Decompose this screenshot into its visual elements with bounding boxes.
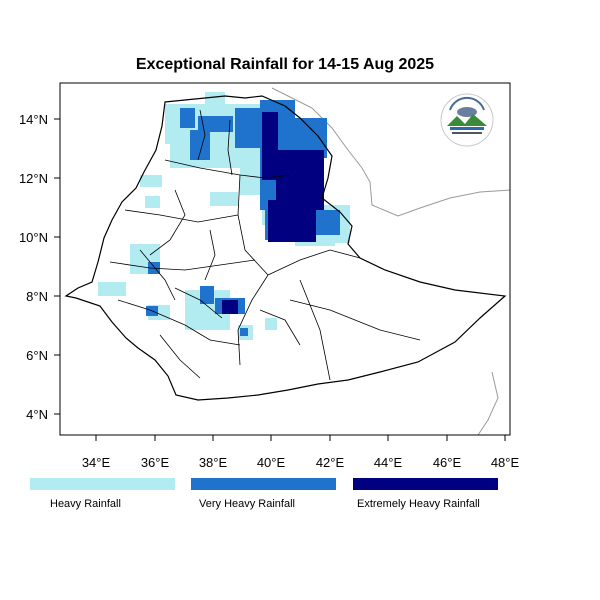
legend: Heavy Rainfall Very Heavy Rainfall Extre… bbox=[0, 478, 600, 518]
y-tick-labels: 4°N 6°N 8°N 10°N 12°N 14°N bbox=[19, 112, 48, 422]
y-tick-label: 8°N bbox=[26, 289, 48, 304]
legend-swatch-extremely-heavy bbox=[353, 478, 498, 490]
legend-label-very-heavy: Very Heavy Rainfall bbox=[199, 498, 295, 510]
x-tick-label: 48°E bbox=[491, 455, 520, 470]
neighbour-borders bbox=[271, 87, 510, 435]
extremely-heavy-rainfall-areas bbox=[222, 112, 324, 314]
x-tick-label: 44°E bbox=[374, 455, 403, 470]
x-tick-label: 42°E bbox=[316, 455, 345, 470]
x-tick-labels: 34°E 36°E 38°E 40°E 42°E 44°E 46°E 48°E bbox=[82, 455, 520, 470]
x-tick-label: 34°E bbox=[82, 455, 111, 470]
legend-item-heavy: Heavy Rainfall bbox=[30, 478, 175, 510]
legend-swatch-very-heavy bbox=[191, 478, 336, 490]
y-tick-label: 4°N bbox=[26, 407, 48, 422]
x-tick-label: 38°E bbox=[199, 455, 228, 470]
legend-item-extremely-heavy: Extremely Heavy Rainfall bbox=[353, 478, 498, 510]
regional-borders bbox=[109, 109, 421, 381]
y-tick-label: 10°N bbox=[19, 230, 48, 245]
meteorology-agency-logo-icon bbox=[440, 93, 494, 147]
tick-marks bbox=[54, 118, 506, 441]
legend-label-heavy: Heavy Rainfall bbox=[50, 498, 121, 510]
x-tick-label: 40°E bbox=[257, 455, 286, 470]
legend-item-very-heavy: Very Heavy Rainfall bbox=[191, 478, 336, 510]
y-tick-label: 6°N bbox=[26, 348, 48, 363]
x-tick-label: 46°E bbox=[433, 455, 462, 470]
country-outline bbox=[64, 95, 507, 401]
legend-swatch-heavy bbox=[30, 478, 175, 490]
plot-frame bbox=[59, 82, 511, 436]
map-title: Exceptional Rainfall for 14-15 Aug 2025 bbox=[135, 56, 435, 73]
y-tick-label: 12°N bbox=[19, 171, 48, 186]
x-tick-label: 36°E bbox=[141, 455, 170, 470]
legend-label-extremely-heavy: Extremely Heavy Rainfall bbox=[357, 498, 480, 510]
rainfall-overlay bbox=[98, 92, 350, 340]
y-tick-label: 14°N bbox=[19, 112, 48, 127]
